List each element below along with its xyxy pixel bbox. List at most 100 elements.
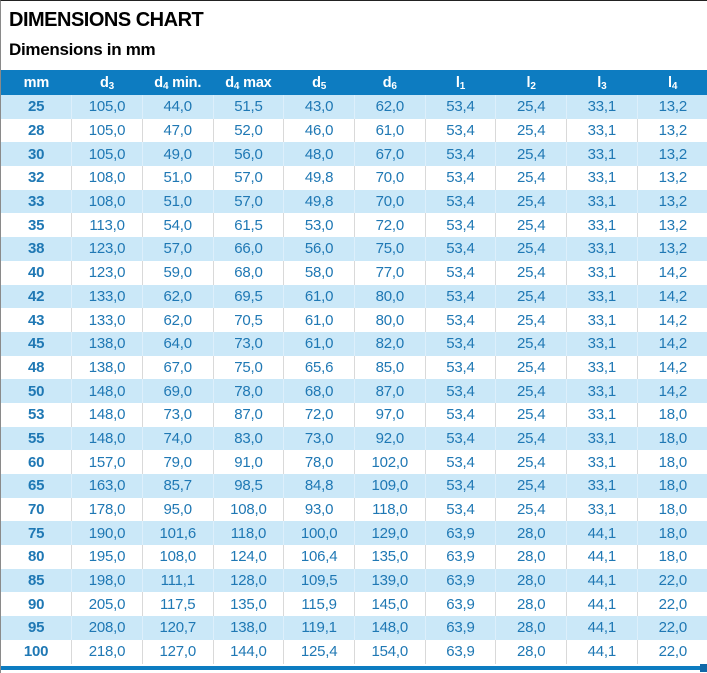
value-cell: 59,0 [141,260,214,285]
page-title: DIMENSIONS CHART [9,9,204,31]
size-cell: 45 [1,331,72,356]
value-cell: 135,0 [212,592,284,617]
value-cell: 13,2 [636,237,707,261]
value-cell: 128,0 [212,568,284,593]
value-cell: 18,0 [636,474,707,498]
value-cell: 33,1 [566,426,638,451]
value-cell: 51,0 [141,189,214,214]
value-cell: 33,1 [566,379,638,403]
value-cell: 84,8 [283,474,355,498]
value-cell: 33,1 [566,474,638,498]
column-header-mm: mm [1,70,72,95]
value-cell: 105,0 [71,118,143,143]
column-header-l2: l2 [495,70,567,95]
value-cell: 108,0 [71,166,143,190]
size-cell: 70 [1,497,72,522]
value-cell: 68,0 [283,379,355,403]
value-cell: 154,0 [353,639,426,664]
column-header-d4-max: d4 max [213,70,284,95]
value-cell: 62,0 [141,284,214,309]
value-cell: 33,1 [566,237,638,261]
value-cell: 85,0 [353,355,426,380]
value-cell: 56,0 [212,142,284,167]
value-cell: 70,0 [353,166,426,190]
value-cell: 65,6 [283,355,355,380]
value-cell: 148,0 [71,426,143,451]
size-cell: 75 [1,521,72,546]
value-cell: 25,4 [495,474,567,498]
value-cell: 64,0 [141,331,214,356]
value-cell: 33,1 [566,213,638,238]
value-cell: 61,0 [283,308,355,332]
value-cell: 73,0 [141,402,214,427]
value-cell: 33,1 [566,260,638,285]
value-cell: 127,0 [141,639,214,664]
size-cell: 40 [1,260,72,285]
size-cell: 95 [1,616,72,640]
size-cell: 25 [1,95,72,119]
table-row-25: 25 105,0 44,0 51,5 43,0 62,0 53,4 25,4 33,1 13,2 [1,95,707,119]
column-header-d3: d3 [71,70,143,95]
value-cell: 53,4 [424,118,496,143]
value-cell: 49,8 [283,189,355,214]
value-cell: 14,2 [636,331,707,356]
value-cell: 83,0 [212,426,284,451]
table-row-53: 53 148,0 73,0 87,0 72,0 97,0 53,4 25,4 33,1 18,0 [1,402,707,427]
size-cell: 43 [1,308,72,332]
value-cell: 129,0 [353,521,426,546]
value-cell: 53,4 [424,402,496,427]
table-row-33: 33 108,0 51,0 57,0 49,8 70,0 53,4 25,4 33,1 13,2 [1,189,707,214]
value-cell: 53,4 [424,189,496,214]
value-cell: 43,0 [283,95,355,119]
value-cell: 28,0 [495,616,567,640]
value-cell: 22,0 [636,639,707,664]
table-row-60: 60 157,0 79,0 91,0 78,0 102,0 53,4 25,4 33,1 18,0 [1,450,707,474]
value-cell: 123,0 [71,260,143,285]
table-header: mm d3 d4 min. d4 max d5 d6 l1 l2 l3 l4 [1,70,707,95]
value-cell: 63,9 [424,639,496,664]
size-cell: 80 [1,545,72,569]
value-cell: 13,2 [636,142,707,167]
value-cell: 33,1 [566,189,638,214]
value-cell: 25,4 [495,379,567,403]
value-cell: 139,0 [353,568,426,593]
value-cell: 61,5 [212,213,284,238]
value-cell: 69,0 [141,379,214,403]
value-cell: 28,0 [495,545,567,569]
value-cell: 118,0 [353,497,426,522]
value-cell: 70,0 [353,189,426,214]
column-header-d5: d5 [283,70,355,95]
value-cell: 33,1 [566,331,638,356]
value-cell: 87,0 [353,379,426,403]
value-cell: 33,1 [566,166,638,190]
value-cell: 33,1 [566,308,638,332]
value-cell: 53,4 [424,450,496,474]
value-cell: 22,0 [636,568,707,593]
table-row-32: 32 108,0 51,0 57,0 49,8 70,0 53,4 25,4 33,1 13,2 [1,166,707,190]
size-cell: 38 [1,237,72,261]
value-cell: 52,0 [212,118,284,143]
value-cell: 53,4 [424,379,496,403]
table-header-row: mm d3 d4 min. d4 max d5 d6 l1 l2 l3 l4 [1,70,707,95]
value-cell: 138,0 [212,616,284,640]
value-cell: 25,4 [495,95,567,119]
value-cell: 66,0 [212,237,284,261]
dimensions-table: mm d3 d4 min. d4 max d5 d6 l1 l2 l3 l4 25 105,0 44,… [1,70,707,664]
page-subtitle: Dimensions in mm [9,40,156,59]
size-cell: 30 [1,142,72,167]
table-row-38: 38 123,0 57,0 66,0 56,0 75,0 53,4 25,4 33,1 13,2 [1,237,707,261]
value-cell: 53,4 [424,308,496,332]
value-cell: 117,5 [141,592,214,617]
table-row-95: 95 208,0 120,7 138,0 119,1 148,0 63,9 28,0 44,1 2… [1,616,707,640]
value-cell: 63,9 [424,568,496,593]
value-cell: 44,1 [566,639,638,664]
value-cell: 53,4 [424,237,496,261]
table-row-48: 48 138,0 67,0 75,0 65,6 85,0 53,4 25,4 33,1 14,2 [1,355,707,380]
value-cell: 53,4 [424,497,496,522]
value-cell: 25,4 [495,284,567,309]
value-cell: 44,1 [566,616,638,640]
value-cell: 85,7 [141,474,214,498]
value-cell: 190,0 [71,521,143,546]
value-cell: 53,4 [424,474,496,498]
value-cell: 33,1 [566,355,638,380]
